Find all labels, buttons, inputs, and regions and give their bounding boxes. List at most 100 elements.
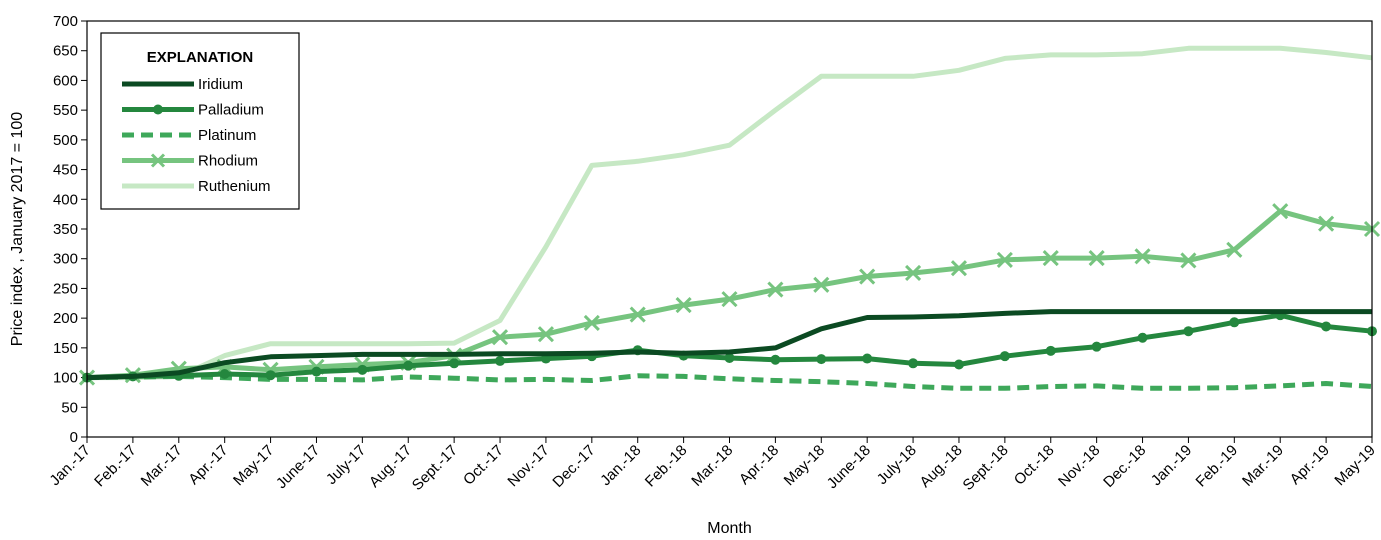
data-point-rhodium bbox=[675, 297, 692, 314]
x-axis-title: Month bbox=[707, 520, 751, 537]
x-tick-label: Apr.-18 bbox=[736, 442, 782, 488]
series-iridium bbox=[86, 309, 1372, 381]
data-point-palladium bbox=[1137, 332, 1148, 343]
data-point-rhodium bbox=[1088, 250, 1105, 267]
plot-frame bbox=[86, 20, 1373, 438]
y-tick-label: 300 bbox=[53, 251, 78, 268]
data-point-palladium bbox=[449, 358, 460, 369]
legend-item-iridium: Iridium bbox=[122, 76, 243, 93]
y-tick-label: 550 bbox=[53, 102, 78, 119]
data-point-rhodium bbox=[1272, 203, 1289, 220]
x-tick-label: July-18 bbox=[874, 442, 920, 488]
y-tick-label: 150 bbox=[53, 340, 78, 357]
data-point-palladium bbox=[1229, 317, 1240, 328]
data-point-rhodium bbox=[767, 281, 784, 298]
data-point-palladium bbox=[1045, 345, 1056, 356]
data-point-rhodium bbox=[721, 291, 738, 308]
legend-label-platinum: Platinum bbox=[198, 127, 256, 144]
legend-label-iridium: Iridium bbox=[198, 76, 243, 93]
y-tick-label: 50 bbox=[61, 399, 78, 416]
data-point-rhodium bbox=[537, 326, 554, 343]
data-point-rhodium bbox=[583, 314, 600, 331]
data-point-rhodium bbox=[1042, 250, 1059, 267]
legend-items: Iridium Palladium Platinum Rhodium Ruthenium bbox=[122, 76, 271, 195]
data-point-palladium bbox=[953, 359, 964, 370]
legend-label-ruthenium: Ruthenium bbox=[198, 178, 271, 195]
x-tick-label: Mar.-18 bbox=[688, 442, 736, 490]
legend-marker-palladium bbox=[153, 104, 163, 115]
x-tick-label: Apr.-17 bbox=[185, 442, 231, 488]
data-point-rhodium bbox=[491, 329, 509, 346]
x-tick-label: May-19 bbox=[1331, 442, 1378, 489]
data-point-palladium bbox=[357, 364, 368, 375]
data-point-rhodium bbox=[629, 306, 646, 323]
data-point-rhodium bbox=[859, 268, 876, 285]
x-tick-label: Dec.-17 bbox=[549, 442, 598, 491]
data-point-palladium bbox=[908, 358, 919, 369]
data-point-rhodium bbox=[950, 260, 968, 277]
x-tick-label: Aug.-17 bbox=[366, 442, 415, 491]
data-point-palladium bbox=[495, 355, 506, 366]
y-tick-label: 450 bbox=[53, 162, 78, 179]
series-line-ruthenium bbox=[87, 45, 1373, 381]
data-point-rhodium bbox=[996, 251, 1013, 268]
x-tick-label: Apr.-19 bbox=[1287, 442, 1333, 488]
x-tick-label: May-17 bbox=[230, 442, 277, 489]
x-tick-label: Feb.-19 bbox=[1193, 442, 1242, 491]
legend-title: EXPLANATION bbox=[147, 49, 253, 66]
data-point-palladium bbox=[724, 352, 735, 363]
y-tick-label: 700 bbox=[53, 13, 78, 30]
x-tick-label: Aug.-18 bbox=[917, 442, 966, 491]
data-point-palladium bbox=[265, 370, 276, 381]
data-point-palladium bbox=[219, 369, 230, 380]
x-tick-label: May-18 bbox=[781, 442, 828, 489]
y-tick-label: 100 bbox=[53, 370, 78, 387]
data-point-palladium bbox=[403, 360, 414, 371]
data-point-palladium bbox=[862, 353, 873, 364]
y-axis-ticks: 0 50 100 150 200 250 300 350 400 450 500 550 600 650 7… bbox=[53, 13, 87, 446]
x-tick-label: Sept.-18 bbox=[960, 442, 1012, 494]
legend-label-palladium: Palladium bbox=[198, 102, 264, 119]
data-point-palladium bbox=[816, 354, 827, 365]
x-tick-label: July-17 bbox=[323, 442, 369, 488]
y-tick-label: 200 bbox=[53, 310, 78, 327]
x-tick-label: Mar.-17 bbox=[138, 442, 186, 490]
x-tick-label: June-18 bbox=[824, 442, 874, 492]
legend-item-platinum: Platinum bbox=[122, 127, 256, 144]
y-tick-label: 600 bbox=[53, 72, 78, 89]
series-layer bbox=[78, 45, 1381, 391]
x-tick-label: Jan.-17 bbox=[46, 442, 93, 489]
y-tick-label: 250 bbox=[53, 280, 78, 297]
y-tick-label: 500 bbox=[53, 132, 78, 149]
x-tick-label: Feb.-17 bbox=[91, 442, 140, 491]
y-axis-title: Price index , January 2017 = 100 bbox=[9, 112, 26, 346]
y-tick-label: 400 bbox=[53, 191, 78, 208]
y-tick-label: 650 bbox=[53, 43, 78, 60]
x-tick-label: Nov.-18 bbox=[1055, 442, 1103, 490]
data-point-palladium bbox=[1321, 321, 1332, 332]
series-ruthenium bbox=[87, 45, 1373, 381]
data-point-palladium bbox=[311, 366, 322, 377]
legend-item-rhodium: Rhodium bbox=[122, 153, 258, 170]
x-tick-label: Oct.-18 bbox=[1011, 442, 1058, 489]
legend-box bbox=[100, 32, 300, 210]
x-tick-label: Dec.-18 bbox=[1100, 442, 1149, 491]
data-point-palladium bbox=[999, 351, 1010, 362]
data-point-rhodium bbox=[1318, 215, 1335, 232]
x-tick-label: Oct.-17 bbox=[460, 442, 507, 489]
x-tick-label: Mar.-19 bbox=[1239, 442, 1287, 490]
data-point-rhodium bbox=[1180, 252, 1197, 269]
data-point-rhodium bbox=[1134, 248, 1151, 265]
y-tick-label: 350 bbox=[53, 221, 78, 238]
data-point-palladium bbox=[1183, 326, 1194, 337]
x-tick-label: Jan.-18 bbox=[597, 442, 644, 489]
legend-marker-rhodium bbox=[150, 153, 166, 168]
legend-label-rhodium: Rhodium bbox=[198, 153, 258, 170]
x-tick-label: Sept.-17 bbox=[409, 442, 461, 494]
data-point-palladium bbox=[770, 354, 781, 365]
series-line-iridium bbox=[86, 309, 1372, 381]
series-line-platinum bbox=[86, 373, 1373, 391]
legend: EXPLANATION Iridium Palladium Platinum Rhod… bbox=[100, 32, 300, 210]
